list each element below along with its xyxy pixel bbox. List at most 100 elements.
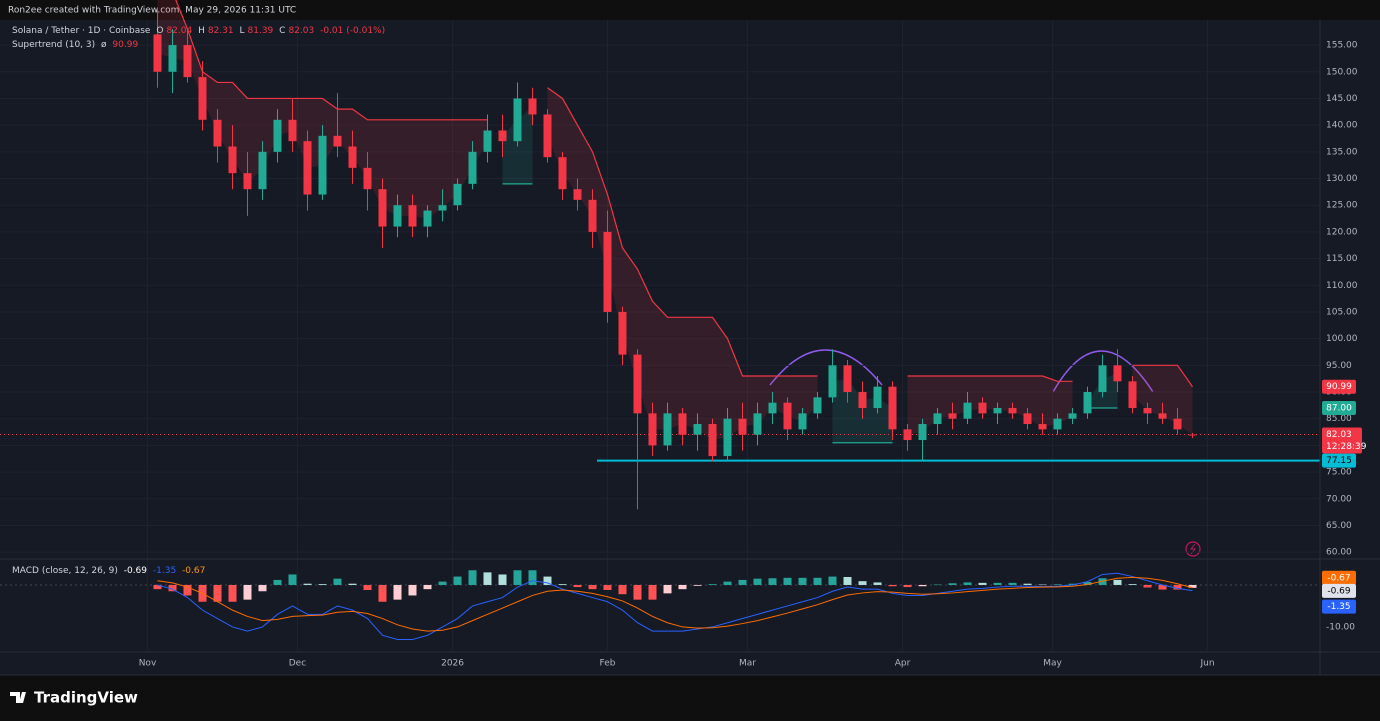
macd-histogram-bar [363, 584, 372, 590]
candle-body [948, 413, 957, 419]
candle-body [978, 402, 987, 414]
macd-histogram-bar [288, 574, 297, 585]
macd-histogram-bar [963, 582, 972, 585]
candle-body [303, 141, 312, 195]
hist-tag: -0.69 [1327, 586, 1351, 596]
alert-icon [1189, 543, 1197, 555]
macd-histogram-bar [798, 577, 807, 585]
supertrend-line [1132, 364, 1193, 388]
candle-body [903, 429, 912, 441]
indicator-legend: Supertrend (10, 3) ø 90.99 [12, 40, 141, 50]
candle-body [708, 424, 717, 457]
countdown: 12:28:39 [1326, 442, 1367, 452]
price-tag: 82.03 [1326, 430, 1352, 440]
candle-body [348, 146, 357, 168]
legend-o: O [156, 26, 164, 36]
candle-body [1173, 418, 1182, 430]
candle-body [1008, 408, 1017, 414]
y-tick-label: 110.00 [1326, 281, 1358, 291]
macd-tag: -1.35 [1327, 602, 1350, 612]
candle-body [1128, 381, 1137, 409]
candle-body [603, 231, 612, 312]
logo-icon [10, 692, 26, 703]
macd-histogram-bar [993, 582, 1002, 585]
macd-histogram-bar [213, 584, 222, 602]
macd-value: -1.35 [152, 566, 177, 576]
candle-body [768, 402, 777, 414]
candle-body [993, 408, 1002, 414]
macd-histogram-bar [1113, 579, 1122, 585]
alert-icon[interactable] [1185, 541, 1201, 557]
legend-low: 81.39 [247, 26, 274, 36]
candle-body [1038, 424, 1047, 430]
header: Ron2ee created with TradingView.com, May… [8, 6, 296, 16]
macd-histogram-bar [933, 584, 942, 586]
macd-histogram-bar [1068, 583, 1077, 585]
indicator-value: 90.99 [112, 40, 139, 50]
macd-histogram-bar [738, 579, 747, 585]
macd-histogram-bar [303, 583, 312, 585]
hist-tag-box [1322, 583, 1356, 598]
indicator-symbol: ø [101, 40, 107, 50]
candle-body [468, 151, 477, 184]
candle-body [1158, 413, 1167, 419]
candle-body [753, 413, 762, 435]
macd-title: MACD (close, 12, 26, 9) [12, 566, 118, 576]
candle-body [573, 189, 582, 200]
x-tick-label: Jun [1199, 659, 1214, 669]
macd-histogram-bar [723, 581, 732, 585]
macd-histogram-bar [648, 584, 657, 600]
macd-histogram-bar [1008, 582, 1017, 585]
x-tick-label: Feb [600, 659, 616, 669]
x-tick-label: Dec [289, 659, 306, 669]
candle-body [633, 354, 642, 414]
candle-body [483, 130, 492, 152]
y-tick-label: 85.00 [1326, 414, 1352, 424]
macd-histogram-bar [903, 584, 912, 588]
candle-body [243, 173, 252, 190]
candle-body [153, 34, 162, 72]
symbol-title: Solana / Tether · 1D · Coinbase [12, 26, 151, 36]
macd-histogram-bar [618, 584, 627, 595]
grid [0, 20, 1320, 650]
legend-change: -0.01 (-0.01%) [320, 26, 386, 36]
y-tick-label: -10.00 [1326, 622, 1355, 632]
candle-body [873, 386, 882, 409]
macd-histogram-bar [1053, 584, 1062, 585]
candle-body [408, 205, 417, 227]
supertrend-line [175, 0, 488, 121]
candle-body [288, 119, 297, 142]
macd-histogram-bar [1173, 584, 1182, 590]
candle-body [618, 311, 627, 355]
macd-histogram-bar [1158, 584, 1167, 590]
macd-histogram-bar [918, 584, 927, 587]
candle-body [498, 130, 507, 142]
x-tick-label: Nov [139, 659, 157, 669]
candle-body [663, 413, 672, 446]
macd-histogram-bar [708, 584, 717, 585]
x-tick-label: 2026 [441, 659, 464, 669]
candle-body [1068, 413, 1077, 419]
supertrend-fill [157, 0, 488, 219]
macd-histogram-bar [558, 584, 567, 585]
y-tick-label: 155.00 [1326, 41, 1358, 51]
macd-histogram-bar [1083, 582, 1092, 585]
signal-tag-box [1322, 570, 1356, 585]
macd-hist-value: -0.69 [123, 566, 148, 576]
macd-histogram-bar [498, 574, 507, 585]
x-tick-label: May [1043, 659, 1062, 669]
logo-text: TradingView [34, 689, 138, 707]
x-tick-label: Mar [739, 659, 756, 669]
macd-histogram-bar [588, 584, 597, 590]
macd-histogram-bar [513, 570, 522, 585]
signal-value: -0.67 [182, 566, 206, 576]
candle-body [858, 392, 867, 409]
y-tick-label: 140.00 [1326, 121, 1358, 131]
y-tick-label: 130.00 [1326, 174, 1358, 184]
candle-body [513, 98, 522, 142]
candle-body [558, 157, 567, 190]
legend-open: 82.04 [166, 26, 193, 36]
arc [1052, 350, 1154, 393]
chart-background [0, 20, 1380, 675]
y-tick-label: 135.00 [1326, 147, 1358, 157]
